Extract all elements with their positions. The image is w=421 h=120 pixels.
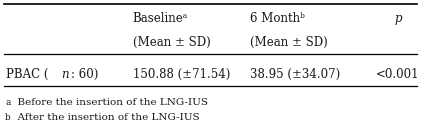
Text: p: p (394, 12, 402, 25)
Text: Baselineᵃ: Baselineᵃ (133, 12, 188, 25)
Text: a: a (5, 98, 11, 107)
Text: : 60): : 60) (71, 68, 99, 81)
Text: PBAC (: PBAC ( (6, 68, 49, 81)
Text: (Mean ± SD): (Mean ± SD) (250, 36, 328, 49)
Text: b: b (5, 113, 11, 120)
Text: Before the insertion of the LNG-IUS: Before the insertion of the LNG-IUS (11, 98, 208, 107)
Text: 150.88 (±71.54): 150.88 (±71.54) (133, 68, 230, 81)
Text: 6 Monthᵇ: 6 Monthᵇ (250, 12, 305, 25)
Text: (Mean ± SD): (Mean ± SD) (133, 36, 210, 49)
Text: After the insertion of the LNG-IUS: After the insertion of the LNG-IUS (11, 113, 200, 120)
Text: <0.001: <0.001 (376, 68, 420, 81)
Text: n: n (61, 68, 69, 81)
Text: 38.95 (±34.07): 38.95 (±34.07) (250, 68, 341, 81)
